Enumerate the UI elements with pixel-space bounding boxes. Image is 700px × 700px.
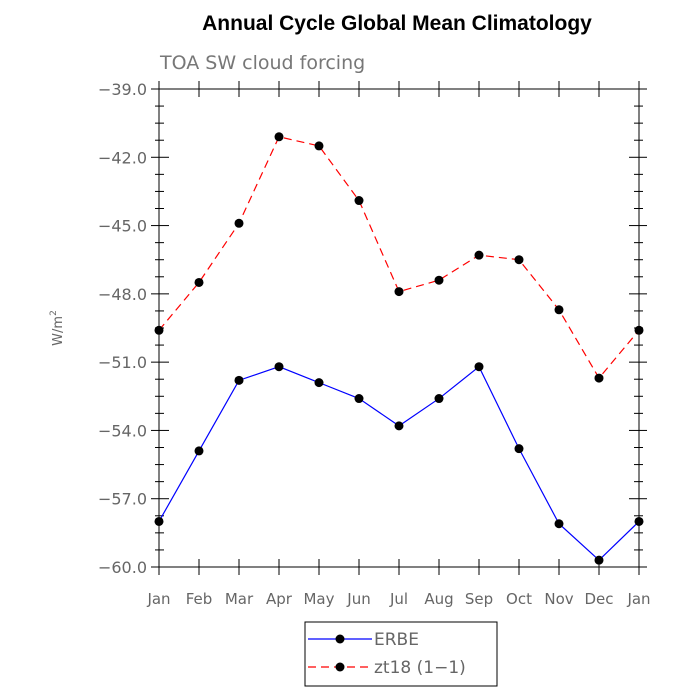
x-tick-label: Dec [584, 590, 613, 608]
y-tick-label: −51.0 [98, 353, 147, 372]
y-tick-label: −57.0 [98, 490, 147, 509]
series-1-point [194, 277, 204, 287]
x-tick-label: Jan [626, 590, 650, 608]
series-0-point [354, 394, 364, 404]
series-line-0 [158, 365, 640, 561]
series-1-point [394, 287, 404, 297]
series-1-point [274, 132, 284, 142]
x-tick-label: Oct [506, 590, 532, 608]
legend-label-0: ERBE [374, 630, 419, 650]
plot-border [158, 88, 640, 568]
series-0-point [514, 444, 524, 454]
series-0-point [154, 516, 164, 526]
series-1-point [554, 305, 564, 315]
series-1-point [314, 141, 324, 151]
series-1-point [234, 218, 244, 228]
series-0-point [474, 362, 484, 372]
legend-marker-0 [335, 634, 345, 644]
x-tick-label: Jun [346, 590, 370, 608]
series-1-point [474, 250, 484, 260]
legend-marker-1 [335, 662, 345, 672]
y-tick-label: −39.0 [98, 80, 147, 99]
x-tick-label: Nov [544, 590, 573, 608]
series-1-point [154, 325, 164, 335]
series-0-point [594, 555, 604, 565]
series-1-point [594, 373, 604, 383]
x-tick-label: Aug [424, 590, 453, 608]
y-axis-label: W/m2 [49, 310, 66, 346]
series-1-point [434, 275, 444, 285]
x-tick-label: May [303, 590, 334, 608]
series-line-1 [158, 136, 640, 380]
plot-frame [158, 88, 640, 568]
y-tick-label: −45.0 [98, 217, 147, 236]
series-0-point [234, 375, 244, 385]
series-0-point [314, 378, 324, 388]
y-axis: −60.0 −57.0 −54.0 −51.0 −48.0 −45.0 −42.0 −39.0 [98, 80, 647, 577]
x-tick-label: Feb [186, 590, 213, 608]
y-tick-label: −60.0 [98, 558, 147, 577]
y-tick-label: −42.0 [98, 148, 147, 167]
chart-title: Annual Cycle Global Mean Climatology [202, 12, 592, 35]
legend-label-1: zt18 (1−1) [374, 658, 466, 678]
legend-box [304, 621, 498, 687]
series-0-point [434, 394, 444, 404]
series-1-point [514, 255, 524, 265]
chart-subtitle: TOA SW cloud forcing [159, 52, 365, 74]
series-0-point [394, 421, 404, 431]
series-0-point [634, 516, 644, 526]
series-0-point [554, 519, 564, 529]
x-tick-label: Apr [266, 590, 293, 608]
x-tick-label: Mar [225, 590, 254, 608]
x-tick-label: Jul [389, 590, 408, 608]
y-axis-label-sup: 2 [49, 310, 59, 316]
y-tick-label: −48.0 [98, 285, 147, 304]
series-1-point [634, 325, 644, 335]
series-0-point [194, 446, 204, 456]
series-1-point [354, 196, 364, 206]
legend: ERBE zt18 (1−1) [304, 621, 498, 687]
x-tick-label: Sep [465, 590, 493, 608]
x-axis: Jan Feb Mar Apr May Jun Jul Aug Sep Oct Nov Dec Jan [146, 81, 651, 608]
y-axis-label-unit: W/m [51, 316, 66, 346]
series-layer [154, 132, 644, 565]
y-tick-label: −54.0 [98, 421, 147, 440]
x-tick-label: Jan [146, 590, 170, 608]
series-0-point [274, 362, 284, 372]
